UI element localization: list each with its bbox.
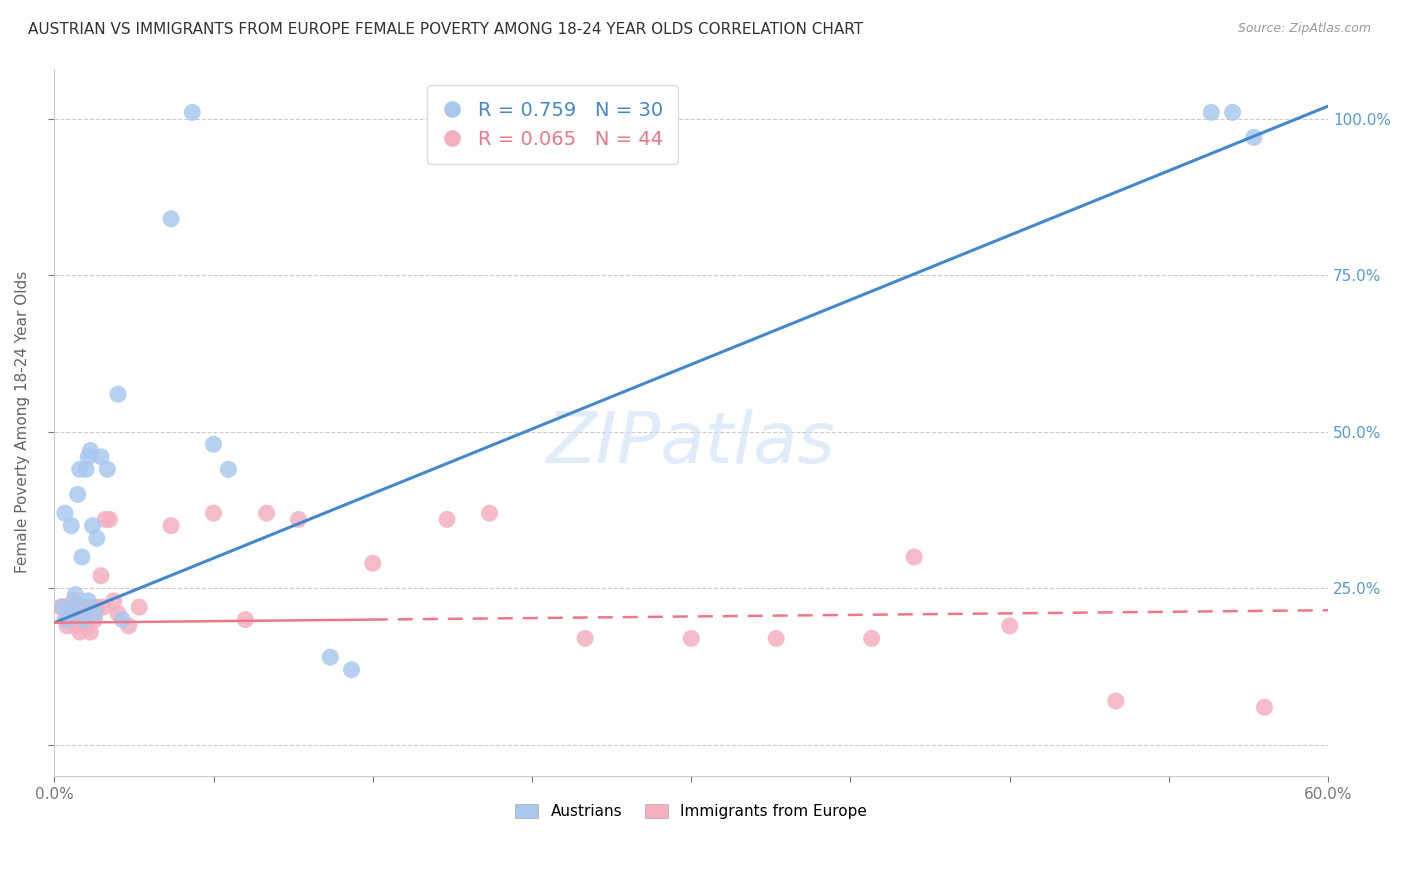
Point — [69, 462, 91, 476]
Point — [53, 506, 76, 520]
Point — [91, 600, 114, 615]
Point — [436, 512, 458, 526]
Y-axis label: Female Poverty Among 18-24 Year Olds: Female Poverty Among 18-24 Year Olds — [15, 271, 30, 574]
Point — [90, 568, 112, 582]
Point — [319, 650, 342, 665]
Point — [128, 600, 150, 615]
Point — [681, 632, 703, 646]
Point — [117, 619, 139, 633]
Text: ZIPatlas: ZIPatlas — [547, 409, 835, 478]
Point — [77, 600, 100, 615]
Point — [287, 512, 309, 526]
Point — [860, 632, 883, 646]
Point — [256, 506, 278, 520]
Point — [75, 462, 97, 476]
Point — [478, 506, 501, 520]
Point — [73, 613, 96, 627]
Point — [202, 506, 225, 520]
Point — [96, 462, 118, 476]
Point — [83, 613, 105, 627]
Point — [73, 613, 96, 627]
Point — [66, 487, 89, 501]
Point — [70, 549, 93, 564]
Point — [86, 531, 108, 545]
Point — [52, 600, 75, 615]
Point — [49, 600, 72, 615]
Point — [62, 600, 84, 615]
Point — [86, 600, 108, 615]
Point — [90, 450, 112, 464]
Point — [65, 588, 87, 602]
Point — [69, 625, 91, 640]
Point — [1243, 130, 1265, 145]
Point — [1222, 105, 1244, 120]
Point — [160, 211, 183, 226]
Point — [111, 613, 134, 627]
Legend: Austrians, Immigrants from Europe: Austrians, Immigrants from Europe — [509, 797, 873, 825]
Point — [77, 450, 100, 464]
Point — [75, 600, 97, 615]
Point — [65, 619, 87, 633]
Point — [94, 512, 117, 526]
Point — [235, 613, 257, 627]
Point — [98, 512, 121, 526]
Point — [107, 607, 129, 621]
Point — [60, 607, 83, 621]
Point — [79, 625, 101, 640]
Point — [340, 663, 363, 677]
Point — [52, 600, 75, 615]
Point — [107, 387, 129, 401]
Point — [1105, 694, 1128, 708]
Point — [56, 600, 79, 615]
Point — [56, 619, 79, 633]
Point — [998, 619, 1021, 633]
Point — [82, 600, 104, 615]
Point — [1253, 700, 1275, 714]
Point — [361, 556, 384, 570]
Point — [903, 549, 925, 564]
Point — [765, 632, 787, 646]
Point — [82, 518, 104, 533]
Point — [202, 437, 225, 451]
Point — [83, 607, 105, 621]
Point — [66, 600, 89, 615]
Point — [53, 613, 76, 627]
Point — [60, 518, 83, 533]
Point — [217, 462, 239, 476]
Point — [58, 613, 80, 627]
Point — [70, 600, 93, 615]
Point — [79, 443, 101, 458]
Point — [1201, 105, 1223, 120]
Point — [103, 594, 125, 608]
Text: Source: ZipAtlas.com: Source: ZipAtlas.com — [1237, 22, 1371, 36]
Text: AUSTRIAN VS IMMIGRANTS FROM EUROPE FEMALE POVERTY AMONG 18-24 YEAR OLDS CORRELAT: AUSTRIAN VS IMMIGRANTS FROM EUROPE FEMAL… — [28, 22, 863, 37]
Point — [181, 105, 204, 120]
Point — [56, 613, 79, 627]
Point — [77, 594, 100, 608]
Point — [160, 518, 183, 533]
Point — [75, 619, 97, 633]
Point — [62, 594, 84, 608]
Point — [574, 632, 596, 646]
